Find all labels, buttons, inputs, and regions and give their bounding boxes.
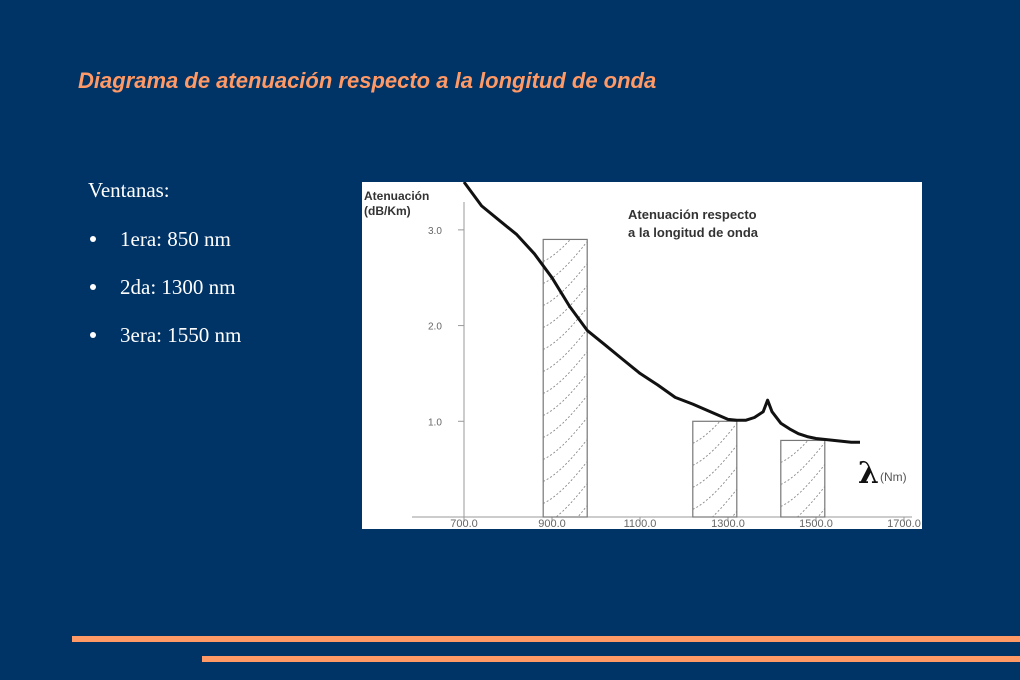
transmission-window	[780, 439, 826, 518]
x-tick-label: 1700.0	[887, 518, 921, 529]
bullet-icon	[90, 284, 96, 290]
y-tick-label: 2.0	[428, 322, 442, 333]
x-ticks: 700.0 900.0 1100.0 1300.0 1500.0 1700.0	[450, 517, 921, 529]
window-hatch	[780, 440, 825, 517]
x-tick-label: 1300.0	[711, 518, 745, 529]
y-tick-label: 1.0	[428, 417, 442, 428]
y-ticks: 1.0 2.0 3.0	[428, 226, 464, 428]
chart-svg: Atenuación (dB/Km) Atenuación respecto a…	[364, 182, 921, 529]
attenuation-chart: Atenuación (dB/Km) Atenuación respecto a…	[362, 182, 922, 529]
chart-title-line2: a la longitud de onda	[628, 225, 759, 240]
decorative-rule-bottom	[202, 656, 1020, 662]
chart-title-line1: Atenuación respecto	[628, 207, 757, 222]
list-item-label: 3era: 1550 nm	[120, 323, 242, 347]
window-hatch	[692, 421, 737, 518]
window-box	[780, 439, 826, 518]
windows-list: 1era: 850 nm 2da: 1300 nm 3era: 1550 nm	[88, 227, 241, 347]
slide-title: Diagrama de atenuación respecto a la lon…	[78, 68, 657, 93]
window-hatch	[543, 239, 588, 518]
decorative-rule-top	[72, 636, 1020, 642]
transmission-window	[542, 238, 588, 518]
x-tick-label: 1100.0	[624, 518, 657, 529]
y-axis-label-line2: (dB/Km)	[364, 204, 411, 218]
list-item: 2da: 1300 nm	[88, 275, 241, 299]
bullet-icon	[90, 236, 96, 242]
list-item: 1era: 850 nm	[88, 227, 241, 251]
transmission-window	[692, 420, 738, 518]
window-box	[542, 238, 588, 518]
attenuation-series-line	[462, 182, 860, 444]
list-item: 3era: 1550 nm	[88, 323, 241, 347]
bullet-icon	[90, 332, 96, 338]
windows-group	[542, 238, 826, 518]
lambda-symbol: λ	[858, 456, 879, 491]
windows-list-block: Ventanas: 1era: 850 nm 2da: 1300 nm 3era…	[88, 178, 241, 371]
x-tick-label: 1500.0	[799, 518, 833, 529]
y-axis-label-line1: Atenuación	[364, 189, 429, 203]
x-tick-label: 700.0	[450, 518, 478, 529]
x-tick-label: 900.0	[538, 518, 566, 529]
lambda-unit: (Nm)	[880, 470, 907, 484]
y-tick-label: 3.0	[428, 226, 442, 237]
list-item-label: 2da: 1300 nm	[120, 275, 236, 299]
windows-heading: Ventanas:	[88, 178, 170, 202]
window-box	[692, 420, 738, 518]
list-item-label: 1era: 850 nm	[120, 227, 231, 251]
